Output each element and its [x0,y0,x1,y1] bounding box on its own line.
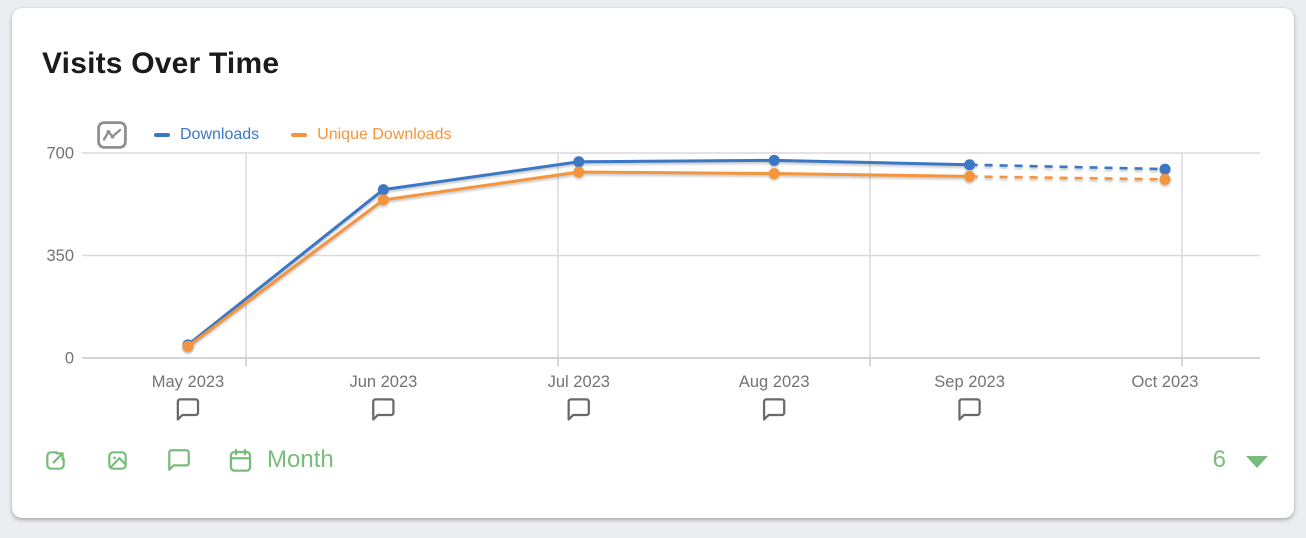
point-unique-downloads-may-2023[interactable] [182,340,194,352]
line-chart-icon [97,121,127,149]
x-label-may-2023: May 2023 [152,373,224,391]
x-label-jul-2023: Jul 2023 [548,373,610,391]
comment-marker-sep-2023[interactable] [958,398,981,421]
points-count-value: 6 [1212,446,1226,473]
chart-legend: Downloads Unique Downloads [96,118,451,152]
comment-bubble-icon [567,398,590,421]
point-downloads-jul-2023[interactable] [573,156,585,168]
comment-marker-aug-2023[interactable] [762,398,786,421]
caret-down-icon [1246,455,1268,468]
x-label-oct-2023: Oct 2023 [1132,373,1199,391]
legend-dash [291,133,308,137]
point-downloads-jun-2023[interactable] [377,184,389,196]
point-unique-downloads-jun-2023[interactable] [377,194,389,206]
x-label-jun-2023: Jun 2023 [349,373,417,391]
point-downloads-aug-2023[interactable] [768,154,780,166]
chart-type-button[interactable] [96,120,128,150]
point-unique-downloads-jul-2023[interactable] [573,166,585,178]
comment-marker-jul-2023[interactable] [567,398,590,421]
image-icon [108,450,127,470]
point-unique-downloads-aug-2023[interactable] [768,168,780,179]
point-downloads-sep-2023[interactable] [964,159,976,171]
projected-line-downloads [969,163,1166,171]
projected-line-unique-downloads [969,175,1166,181]
y-tick-0: 0 [65,350,74,368]
legend-label: Downloads [180,126,260,143]
comment-marker-jun-2023[interactable] [372,398,395,421]
point-downloads-oct-2023[interactable] [1159,163,1171,175]
point-unique-downloads-oct-2023[interactable] [1159,173,1171,185]
granularity-button[interactable]: Month [227,446,334,474]
series-unique-downloads [182,166,1171,352]
legend-label: Unique Downloads [317,126,452,143]
calendar-icon [229,448,252,472]
comment-marker-may-2023[interactable] [176,398,200,421]
legend-dash [154,133,170,137]
legend-item-unique-downloads[interactable]: Unique Downloads [291,126,451,144]
line-unique-downloads [187,170,970,348]
visits-chart-canvas: 0 350 700 May 2023 Jun 2023 Jul 2023 Aug 2023 S… [46,145,1260,421]
y-tick-350: 350 [46,247,74,265]
point-unique-downloads-sep-2023[interactable] [964,170,976,182]
comment-icon [168,449,190,471]
x-label-aug-2023: Aug 2023 [739,373,810,391]
points-count-dropdown[interactable]: 6 [1213,446,1268,474]
chart-toolbar: Month 6 [42,440,1268,480]
series-downloads [182,154,1171,351]
share-button[interactable] [42,447,69,474]
share-icon [46,450,65,470]
comment-bubble-icon [176,398,200,421]
line-downloads [187,158,970,346]
export-image-button[interactable] [104,447,131,474]
page-title: Visits Over Time [42,47,280,80]
granularity-label: Month [267,446,334,473]
comment-bubble-icon [762,398,786,421]
x-label-sep-2023: Sep 2023 [934,373,1005,391]
comment-bubble-icon [372,398,395,421]
legend-item-downloads[interactable]: Downloads [154,126,259,144]
comment-bubble-icon [958,398,981,421]
y-tick-700: 700 [46,145,74,163]
visits-over-time-card: Visits Over Time Downloads Unique Downloa… [12,8,1294,518]
legend-items: Downloads Unique Downloads [154,126,451,144]
comment-button[interactable] [166,447,192,473]
